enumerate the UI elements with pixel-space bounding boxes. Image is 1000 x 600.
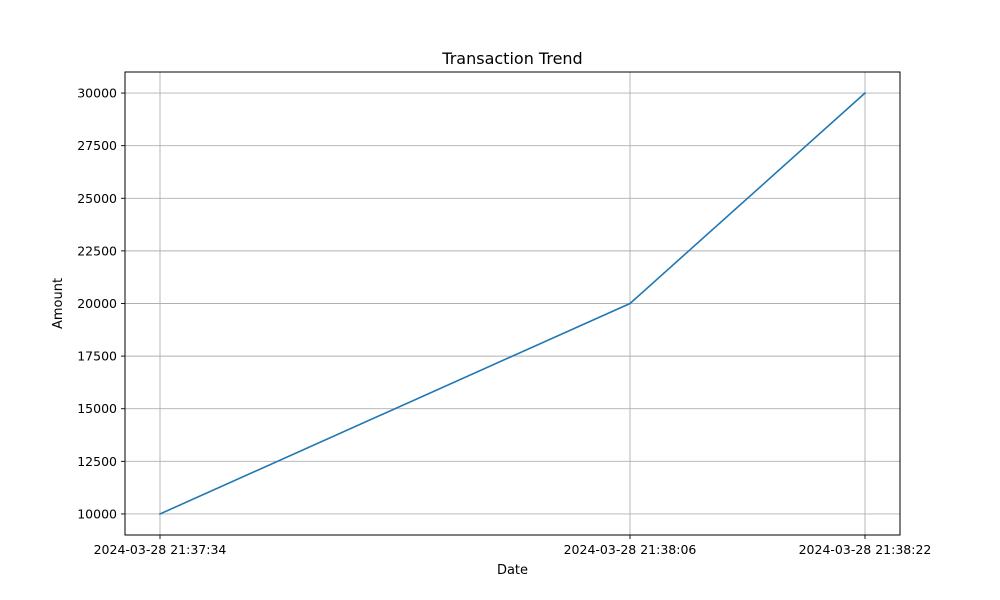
grid-lines xyxy=(125,72,900,535)
y-tick-label: 30000 xyxy=(77,86,117,101)
x-tick-label: 2024-03-28 21:38:22 xyxy=(799,542,932,557)
x-axis-ticks: 2024-03-28 21:37:34 2024-03-28 21:38:06 20… xyxy=(94,535,932,557)
series-layer xyxy=(158,91,867,516)
y-tick-label: 15000 xyxy=(77,401,117,416)
y-tick-label: 22500 xyxy=(77,243,117,258)
x-tick-label: 2024-03-28 21:38:06 xyxy=(564,542,697,557)
y-tick-label: 17500 xyxy=(77,349,117,364)
y-tick-label: 20000 xyxy=(77,296,117,311)
y-tick-label: 12500 xyxy=(77,454,117,469)
y-tick-label: 10000 xyxy=(77,506,117,521)
y-axis-ticks: 10000 12500 15000 17500 20000 22500 25000 27500… xyxy=(77,86,125,521)
y-axis-label: Amount xyxy=(51,278,66,329)
series-line-0 xyxy=(158,91,867,516)
y-tick-label: 27500 xyxy=(77,138,117,153)
x-axis-label: Date xyxy=(497,563,528,578)
y-tick-label: 25000 xyxy=(77,191,117,206)
x-tick-label: 2024-03-28 21:37:34 xyxy=(94,542,227,557)
chart-title: Transaction Trend xyxy=(441,49,582,68)
